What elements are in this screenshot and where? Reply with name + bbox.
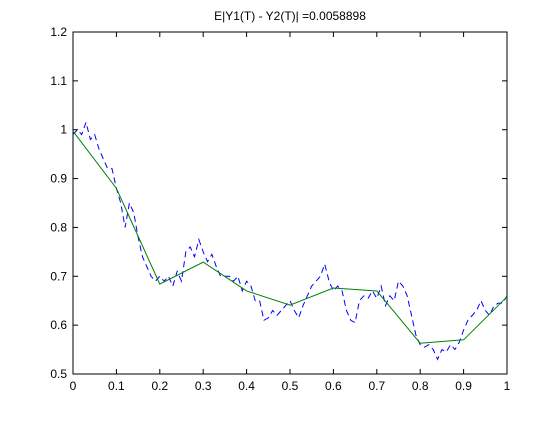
x-tick-label: 0.3 <box>195 379 212 393</box>
x-tick-label: 0.8 <box>412 379 429 393</box>
y-tick-label: 0.9 <box>50 172 67 186</box>
line-series <box>72 120 508 361</box>
y-tick-label: 0.8 <box>50 220 67 234</box>
x-tick-label: 1 <box>504 379 511 393</box>
x-tick-label: 0.2 <box>151 379 168 393</box>
y-tick-label: 1.1 <box>50 74 67 88</box>
x-tick-label: 0.9 <box>455 379 472 393</box>
line-series <box>72 130 508 344</box>
y-tick-label: 0.5 <box>50 367 67 381</box>
y-tick-label: 0.7 <box>50 269 67 283</box>
x-tick-label: 0.5 <box>282 379 299 393</box>
x-tick-label: 0 <box>70 379 77 393</box>
chart-title: E|Y1(T) - Y2(T)| =0.0058898 <box>214 9 366 23</box>
x-tick-label: 0.7 <box>368 379 385 393</box>
x-tick-label: 0.4 <box>238 379 255 393</box>
y-tick-label: 0.6 <box>50 318 67 332</box>
x-tick-label: 0.6 <box>325 379 342 393</box>
x-tick-label: 0.1 <box>108 379 125 393</box>
y-tick-label: 1.2 <box>50 25 67 39</box>
plot-frame <box>72 31 508 375</box>
y-tick-label: 1 <box>60 123 67 137</box>
